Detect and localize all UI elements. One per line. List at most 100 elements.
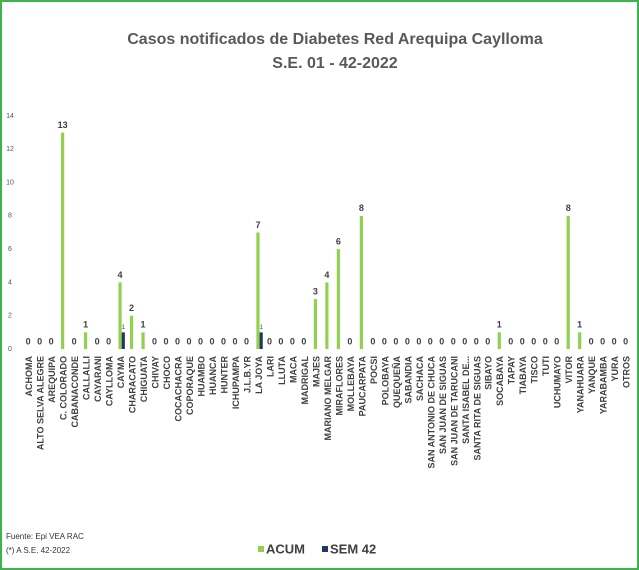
data-label: 0 (405, 336, 410, 346)
data-label: 0 (508, 336, 513, 346)
x-tick-label: CAYLLOMA (105, 356, 115, 407)
y-tick-label: 4 (8, 279, 12, 286)
x-tick-label: MAJES (311, 356, 321, 387)
data-label: 0 (198, 336, 203, 346)
x-tick-label: LLUTA (277, 356, 287, 385)
x-tick-label: MARIANO MELGAR (323, 356, 333, 441)
x-tick-label: POCSI (369, 356, 379, 384)
x-tick-label: OTROS (622, 356, 632, 388)
data-label: 0 (428, 336, 433, 346)
chart-title: Casos notificados de Diabetes Red Arequi… (127, 31, 543, 48)
data-label: 0 (221, 336, 226, 346)
x-tick-label: YARABAMBA (599, 356, 609, 415)
data-label: 0 (370, 336, 375, 346)
x-tick-label: HUANCA (208, 356, 218, 395)
data-label: 0 (164, 336, 169, 346)
data-label: 4 (324, 270, 329, 280)
data-label: 0 (72, 336, 77, 346)
x-tick-label: ACHOMA (24, 356, 34, 397)
x-tick-label: C. COLORADO (59, 356, 69, 420)
bar (325, 282, 329, 349)
chart-subtitle: S.E. 01 - 42-2022 (272, 55, 398, 72)
legend-label: SEM 42 (330, 541, 376, 556)
data-label: 0 (175, 336, 180, 346)
x-tick-label: CHIVAY (151, 356, 161, 389)
note: (*) A S.E. 42-2022 (6, 546, 71, 555)
x-tick-label: UCHUMAYO (553, 356, 563, 408)
legend-label: ACUM (266, 541, 305, 556)
bar (497, 332, 501, 349)
x-tick-label: TAPAY (507, 356, 517, 384)
x-tick-label: LARI (265, 356, 275, 377)
data-label: 0 (531, 336, 536, 346)
x-tick-label: HUAMBO (196, 356, 206, 397)
data-label: 1 (577, 320, 582, 330)
bar (121, 332, 125, 349)
data-label: 0 (543, 336, 548, 346)
data-label: 0 (554, 336, 559, 346)
data-label: 8 (566, 203, 571, 213)
x-tick-label: COPORAQUE (185, 356, 195, 415)
data-label: 0 (520, 336, 525, 346)
legend-swatch (258, 546, 264, 552)
data-label: 0 (462, 336, 467, 346)
bar (313, 299, 318, 349)
data-label: 6 (336, 237, 341, 247)
data-label: 1 (259, 325, 263, 331)
y-tick-label: 10 (6, 179, 14, 186)
y-tick-label: 6 (8, 246, 12, 253)
data-label: 0 (267, 336, 272, 346)
bar (256, 232, 260, 349)
bar (578, 332, 582, 349)
data-label: 0 (49, 336, 54, 346)
x-tick-label: SACHACA (415, 355, 425, 401)
data-label: 0 (26, 336, 31, 346)
data-label: 7 (255, 220, 260, 230)
x-tick-label: TUTI (541, 356, 551, 376)
source: Fuente: Epi VEA RAC (6, 532, 84, 541)
x-tick-label: CAYMA (116, 356, 126, 389)
bar (83, 332, 88, 349)
data-label: 2 (129, 303, 134, 313)
data-label: 0 (382, 336, 387, 346)
x-tick-label: HUNTER (219, 356, 229, 394)
data-label: 0 (232, 336, 237, 346)
x-tick-label: SAN ANTONIO DE CHUCA (426, 356, 436, 469)
x-tick-label: CHARACATO (128, 356, 138, 413)
bar (61, 132, 65, 349)
data-label: 1 (122, 325, 126, 331)
x-tick-label: ALTO SELVA ALEGRE (36, 356, 46, 450)
data-label: 0 (439, 336, 444, 346)
x-tick-label: SANTA ISABEL DE... (461, 356, 471, 444)
bar (566, 215, 570, 349)
data-label: 0 (106, 336, 111, 346)
data-label: 0 (278, 336, 283, 346)
data-label: 0 (451, 336, 456, 346)
x-tick-label: SAN JUAN DE SIGUAS (438, 356, 448, 454)
x-tick-label: MACA (288, 356, 298, 383)
x-tick-label: TIABAYA (518, 356, 528, 395)
x-tick-label: MADRIGAL (300, 356, 310, 405)
x-tick-label: SAN JUAN DE TARUCANI (449, 356, 459, 466)
data-label: 0 (485, 336, 490, 346)
x-tick-label: COCACHACRA (173, 356, 183, 422)
y-tick-label: 0 (8, 346, 12, 353)
data-label: 0 (393, 336, 398, 346)
data-label: 0 (612, 336, 617, 346)
x-tick-label: SOCABAYA (495, 356, 505, 406)
data-label: 0 (209, 336, 214, 346)
bar (336, 249, 340, 349)
x-tick-label: ICHUPAMPA (231, 356, 241, 410)
data-label: 13 (58, 120, 68, 130)
x-tick-label: PAUCARPATA (357, 355, 367, 416)
data-label: 0 (347, 336, 352, 346)
x-tick-label: LA JOYA (254, 356, 264, 394)
x-tick-label: YURA (610, 356, 620, 382)
x-tick-label: CAYARANI (93, 356, 103, 402)
bar (259, 332, 263, 349)
x-tick-label: POLOBAYA (380, 356, 390, 406)
x-tick-label: CHOCO (162, 356, 172, 390)
data-label: 0 (187, 336, 192, 346)
x-tick-label: AREQUIPA (47, 356, 57, 403)
